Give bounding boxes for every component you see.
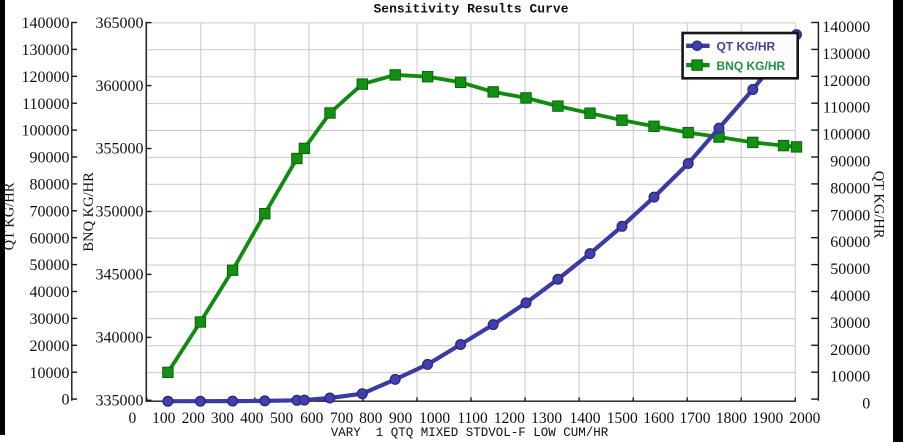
- svg-text:900: 900: [389, 410, 413, 427]
- svg-text:Sensitivity Results Curve: Sensitivity Results Curve: [373, 2, 568, 17]
- svg-text:1800: 1800: [716, 410, 747, 427]
- svg-text:10000: 10000: [830, 369, 870, 386]
- svg-text:1900: 1900: [752, 410, 783, 427]
- svg-text:120000: 120000: [22, 69, 70, 86]
- svg-text:365000: 365000: [96, 15, 144, 32]
- svg-text:1600: 1600: [643, 410, 674, 427]
- svg-text:800: 800: [359, 410, 383, 427]
- svg-text:100000: 100000: [22, 123, 70, 140]
- svg-text:130000: 130000: [822, 46, 870, 63]
- svg-text:1000: 1000: [419, 410, 450, 427]
- svg-text:100000: 100000: [822, 127, 870, 144]
- svg-text:BNQ KG/HR: BNQ KG/HR: [81, 172, 97, 252]
- svg-text:400: 400: [240, 410, 264, 427]
- svg-text:20000: 20000: [30, 338, 70, 355]
- svg-text:140000: 140000: [822, 19, 870, 36]
- svg-text:40000: 40000: [830, 288, 870, 305]
- svg-text:0: 0: [62, 392, 70, 409]
- svg-text:40000: 40000: [30, 284, 70, 301]
- svg-text:355000: 355000: [96, 141, 144, 158]
- svg-text:1700: 1700: [680, 410, 711, 427]
- svg-text:70000: 70000: [830, 207, 870, 224]
- svg-text:350000: 350000: [96, 204, 144, 221]
- svg-text:335000: 335000: [96, 393, 144, 410]
- svg-text:BNQ KG/HR: BNQ KG/HR: [717, 59, 786, 73]
- svg-text:30000: 30000: [30, 311, 70, 328]
- svg-text:140000: 140000: [22, 15, 70, 32]
- svg-text:50000: 50000: [30, 257, 70, 274]
- svg-text:1100: 1100: [457, 410, 488, 427]
- svg-text:90000: 90000: [830, 154, 870, 171]
- svg-text:300: 300: [211, 410, 235, 427]
- svg-text:60000: 60000: [30, 230, 70, 247]
- svg-text:345000: 345000: [96, 267, 144, 284]
- svg-text:360000: 360000: [96, 78, 144, 95]
- svg-text:80000: 80000: [30, 177, 70, 194]
- svg-text:10000: 10000: [30, 365, 70, 382]
- svg-text:80000: 80000: [830, 180, 870, 197]
- svg-text:30000: 30000: [830, 315, 870, 332]
- svg-text:VARY 1 QTQ MIXED STDVOL-F LOW: VARY 1 QTQ MIXED STDVOL-F LOW CUM/HR: [331, 426, 609, 440]
- svg-text:QT KG/HR: QT KG/HR: [2, 182, 18, 250]
- svg-text:QT KG/HR: QT KG/HR: [871, 171, 887, 239]
- svg-text:90000: 90000: [30, 150, 70, 167]
- svg-text:QT KG/HR: QT KG/HR: [717, 39, 776, 53]
- svg-text:1500: 1500: [607, 410, 638, 427]
- svg-text:1400: 1400: [570, 410, 601, 427]
- svg-text:50000: 50000: [830, 261, 870, 278]
- svg-text:2000: 2000: [789, 410, 820, 427]
- svg-text:100: 100: [152, 410, 176, 427]
- svg-text:130000: 130000: [22, 42, 70, 59]
- svg-text:20000: 20000: [830, 342, 870, 359]
- svg-text:340000: 340000: [96, 330, 144, 347]
- svg-text:120000: 120000: [822, 73, 870, 90]
- svg-text:500: 500: [270, 410, 294, 427]
- svg-text:110000: 110000: [22, 96, 69, 113]
- svg-text:0: 0: [129, 410, 137, 427]
- svg-text:700: 700: [330, 410, 354, 427]
- svg-text:60000: 60000: [830, 234, 870, 251]
- svg-text:1300: 1300: [531, 410, 562, 427]
- svg-text:1200: 1200: [494, 410, 525, 427]
- svg-text:200: 200: [182, 410, 206, 427]
- svg-text:70000: 70000: [30, 203, 70, 220]
- svg-text:0: 0: [862, 396, 870, 413]
- svg-text:600: 600: [300, 410, 324, 427]
- svg-text:110000: 110000: [823, 100, 870, 117]
